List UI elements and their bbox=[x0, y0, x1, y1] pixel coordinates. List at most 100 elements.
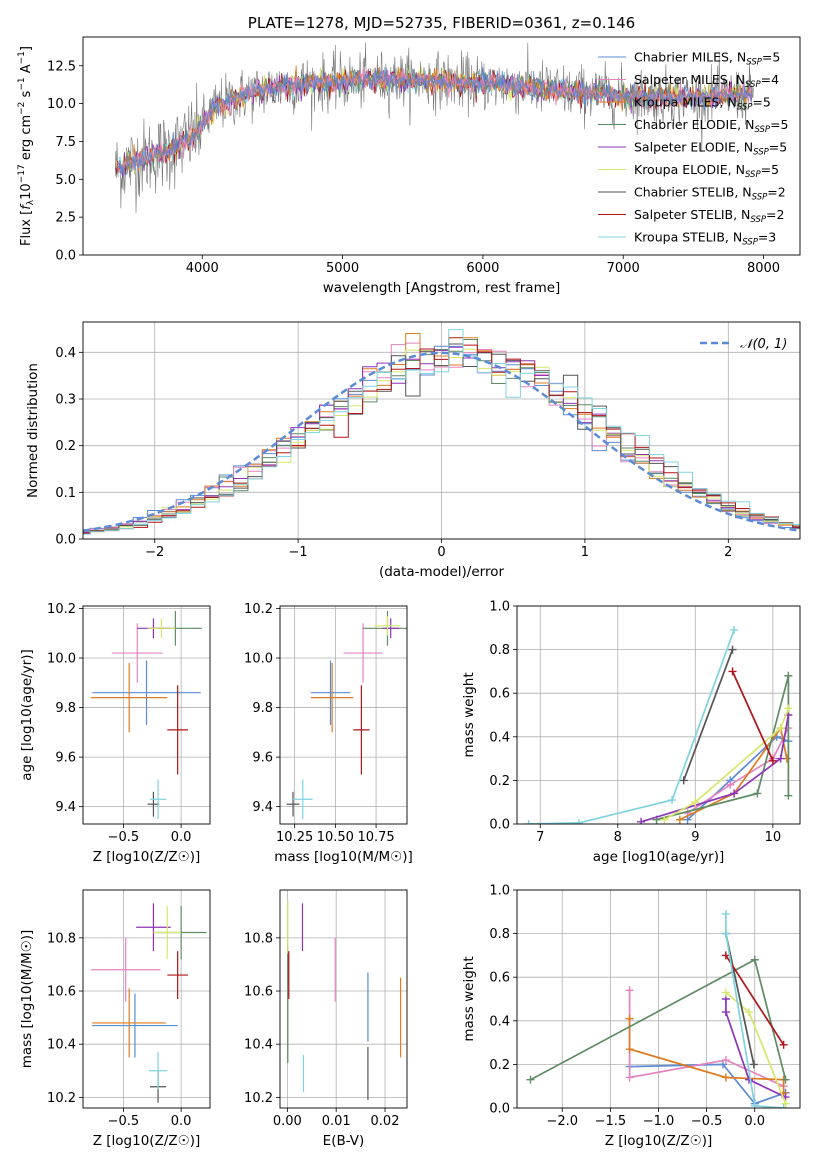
weight-marker bbox=[779, 1040, 788, 1049]
frame-residuals bbox=[82, 321, 801, 540]
legend-label: Kroupa ELODIE, NSSP=5 bbox=[634, 162, 779, 180]
weight-marker bbox=[744, 1008, 753, 1017]
weight-marker bbox=[730, 789, 739, 798]
x-tick-label: 7 bbox=[536, 830, 544, 845]
y-tick-label: 0.0 bbox=[489, 1102, 510, 1117]
x-axis-label: Z [log10(Z/Z☉)] bbox=[605, 1133, 713, 1149]
x-axis-label: age [log10(age/yr)] bbox=[593, 849, 725, 865]
weight-marker bbox=[625, 1014, 634, 1023]
x-tick-label: 0.00 bbox=[273, 1114, 302, 1129]
x-tick-label: 0 bbox=[437, 545, 445, 560]
weight-line bbox=[687, 727, 790, 814]
chart-title: PLATE=1278, MJD=52735, FIBERID=0361, z=0… bbox=[248, 14, 635, 32]
weight-line bbox=[640, 714, 790, 823]
weight-marker bbox=[750, 955, 759, 964]
weight-marker bbox=[721, 929, 730, 938]
x-tick-label: 5000 bbox=[326, 261, 359, 276]
spectrum-lines bbox=[114, 42, 754, 213]
weight-marker bbox=[625, 1045, 634, 1054]
weight-marker bbox=[726, 780, 735, 789]
errorbars-age_vs_Z bbox=[91, 610, 202, 820]
y-tick-label: 1.0 bbox=[489, 600, 510, 615]
axes-spectrum: 4000 5000 6000 7000 8000 0.0 2.5 5.0 7.5 10.0 12.5 bbox=[47, 59, 780, 276]
weight-lines-weight_vs_Z bbox=[526, 909, 790, 1108]
x-tick-label: −1.5 bbox=[595, 1114, 627, 1129]
x-tick-label: −2 bbox=[145, 545, 164, 560]
y-tick-label: 10.2 bbox=[244, 1091, 273, 1106]
model-spectrum bbox=[117, 67, 753, 176]
y-tick-label: 10.6 bbox=[244, 985, 273, 1000]
y-tick-label: 9.6 bbox=[252, 751, 273, 766]
weight-line bbox=[528, 629, 735, 824]
y-tick-label: 10.0 bbox=[47, 652, 76, 667]
weight-line bbox=[725, 999, 786, 1098]
y-tick-label: 10.2 bbox=[47, 1091, 76, 1106]
x-axis-label: Z [log10(Z/Z☉)] bbox=[93, 849, 201, 865]
histogram-series bbox=[83, 339, 800, 533]
y-tick-label: 0.4 bbox=[489, 730, 510, 745]
axes-age_vs_Z: −0.5 0.0 9.4 9.6 9.8 10.0 10.2 bbox=[47, 602, 210, 845]
y-tick-label: 9.8 bbox=[55, 701, 76, 716]
x-axis-label: wavelength [Angstrom, rest frame] bbox=[323, 280, 561, 296]
y-tick-label: 10.0 bbox=[244, 652, 273, 667]
y-tick-label: 10.4 bbox=[244, 1038, 273, 1053]
y-axis-label: mass weight bbox=[461, 956, 477, 1041]
weight-marker bbox=[625, 986, 634, 995]
x-axis-label: E(B-V) bbox=[323, 1133, 365, 1149]
y-tick-label: 10.2 bbox=[244, 602, 273, 617]
weight-marker bbox=[524, 820, 533, 824]
y-tick-label: 0.0 bbox=[55, 533, 76, 548]
frame-weight_vs_age bbox=[516, 605, 801, 825]
frame-weight_vs_Z bbox=[516, 889, 801, 1109]
axes-mass_vs_Z: −0.5 0.0 10.2 10.4 10.6 10.8 bbox=[47, 890, 210, 1129]
x-tick-label: 0.0 bbox=[744, 1114, 765, 1129]
weight-marker bbox=[728, 645, 737, 654]
y-tick-label: 0.4 bbox=[55, 346, 76, 361]
y-tick-label: 0.3 bbox=[55, 393, 76, 408]
weight-lines-weight_vs_age bbox=[524, 625, 793, 824]
x-tick-label: 0.01 bbox=[322, 1114, 351, 1129]
x-tick-label: −2.0 bbox=[546, 1114, 578, 1129]
y-tick-label: 9.6 bbox=[55, 751, 76, 766]
frame-age_vs_Z bbox=[82, 605, 211, 825]
weight-line bbox=[629, 1063, 786, 1105]
x-tick-label: 8 bbox=[614, 830, 622, 845]
y-tick-label: 0.6 bbox=[489, 687, 510, 702]
x-tick-label: −0.5 bbox=[108, 830, 140, 845]
y-tick-label: 7.5 bbox=[55, 135, 76, 150]
y-tick-label: 10.8 bbox=[244, 931, 273, 946]
y-axis-label: Flux [fλ10−17 erg cm−2 s−1 A−1] bbox=[17, 46, 36, 246]
histogram-series bbox=[83, 337, 800, 534]
weight-marker bbox=[730, 625, 739, 634]
frame-age_vs_mass bbox=[279, 605, 408, 825]
y-tick-label: 2.5 bbox=[55, 211, 76, 226]
y-tick-label: 0.2 bbox=[55, 439, 76, 454]
weight-marker bbox=[637, 817, 646, 824]
weight-line bbox=[725, 914, 784, 1108]
y-tick-label: 0.4 bbox=[489, 1014, 510, 1029]
legend-label: Salpeter MILES, NSSP=4 bbox=[634, 72, 779, 90]
y-tick-label: 10.2 bbox=[47, 602, 76, 617]
weight-line bbox=[731, 671, 774, 762]
x-tick-label: 1 bbox=[581, 545, 589, 560]
weight-marker bbox=[750, 1101, 759, 1108]
weight-marker bbox=[781, 1099, 790, 1108]
weight-marker bbox=[526, 1075, 535, 1084]
y-tick-label: 0.8 bbox=[489, 643, 510, 658]
y-tick-label: 0.0 bbox=[489, 818, 510, 833]
x-tick-label: −0.5 bbox=[691, 1114, 723, 1129]
weight-marker bbox=[675, 815, 684, 824]
weight-marker bbox=[668, 796, 677, 805]
weight-marker bbox=[781, 1075, 790, 1084]
weight-marker bbox=[721, 1008, 730, 1017]
legend-label: 𝒩(0, 1) bbox=[740, 337, 787, 352]
y-tick-label: 0.1 bbox=[55, 486, 76, 501]
axes-age_vs_mass: 10.25 10.50 10.75 9.4 9.6 9.8 10.0 10.2 bbox=[244, 602, 407, 845]
y-axis-label: mass weight bbox=[461, 672, 477, 757]
y-tick-label: 10.4 bbox=[47, 1038, 76, 1053]
weight-marker bbox=[784, 671, 793, 680]
x-tick-label: 7000 bbox=[607, 261, 640, 276]
legend-label: Salpeter ELODIE, NSSP=5 bbox=[634, 140, 787, 158]
x-tick-label: 4000 bbox=[186, 261, 219, 276]
